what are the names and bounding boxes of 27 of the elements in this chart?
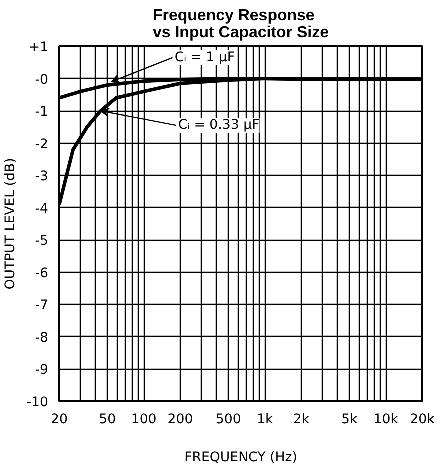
chart-title: Frequency Response vs Input Capacitor Size (152, 8, 330, 42)
y-tick-label: -2 (35, 137, 49, 152)
y-tick-label: -8 (35, 330, 49, 346)
y-tick-label: -7 (35, 298, 49, 314)
y-tick-label: -6 (35, 266, 49, 282)
y-tick-label: -1 (35, 105, 49, 120)
y-tick-label: -4 (35, 202, 49, 217)
annotation: Cᵢ = 1 μF (174, 50, 236, 66)
x-axis-title: FREQUENCY (Hz) (184, 450, 298, 466)
y-tick-label: -5 (35, 234, 49, 250)
x-tick-label: 10k (374, 412, 399, 428)
y-tick-label: -9 (35, 363, 49, 378)
x-tick-label: 1k (256, 412, 274, 428)
annotation: Cᵢ = 0.33 μF (178, 118, 260, 134)
x-tick-label: 2k (293, 412, 310, 428)
x-tick-label: 20k (410, 412, 436, 428)
y-tick-label: -3 (35, 170, 49, 185)
x-tick-label: 500 (216, 412, 242, 428)
x-tick-label: 100 (131, 412, 157, 428)
x-tick-label: 200 (168, 412, 194, 428)
x-tick-label: 50 (99, 412, 116, 428)
y-tick-label: -0 (35, 72, 49, 88)
y-axis-title: OUTPUT LEVEL (dB) (4, 158, 19, 290)
x-tick-label: 5k (342, 412, 358, 428)
x-tick-label: 20 (51, 412, 68, 428)
y-tick-label: +1 (28, 40, 49, 56)
y-tick-label: -10 (26, 396, 49, 410)
